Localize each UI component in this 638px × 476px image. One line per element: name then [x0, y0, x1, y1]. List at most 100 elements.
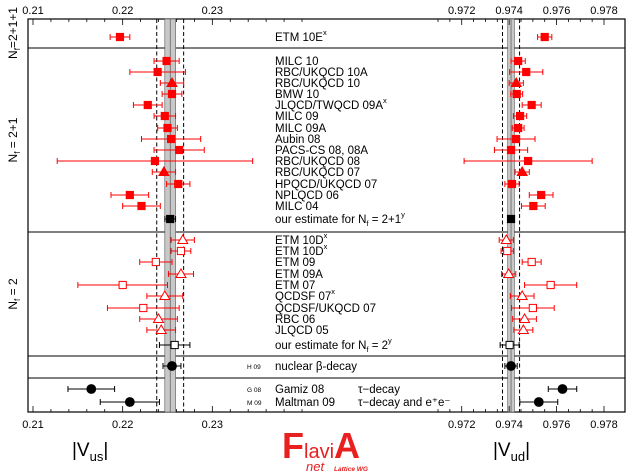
- milc-09a-7-us-point: [163, 123, 172, 133]
- maltman-09-28-ud-point: [533, 397, 544, 407]
- group-label-1: Nf = 2+1: [6, 117, 22, 162]
- row-label-name: RBC 06: [275, 314, 315, 326]
- our-estimate-for-n-15-us-point: [166, 214, 175, 224]
- hpqcd-ukqcd-07-12-us-point: [174, 179, 183, 189]
- axis-label-sub: us: [90, 449, 104, 464]
- row-label: Aubin 08: [275, 134, 320, 146]
- etm-09-18-ud-point: [527, 257, 536, 267]
- row-label-name: JLQCD/TWQCD 09A: [275, 100, 383, 112]
- jlqcd-05-24-us-point: [155, 324, 168, 334]
- etm-10d-16-ud-point: [500, 234, 513, 244]
- row-label-name: QCDSF/UKQCD 07: [275, 303, 376, 315]
- row-label-sup: x: [324, 231, 328, 240]
- etm-09-18-us-point: [151, 257, 160, 267]
- group-label-sub: f: [13, 47, 22, 50]
- hpqcd-ukqcd-07-12-ud-point: [507, 179, 517, 189]
- row-label: ETM 10Dx: [275, 242, 328, 258]
- etm-09a-19-ud-point: [502, 268, 515, 278]
- group-label-main: N: [6, 301, 20, 310]
- row-label-name: our estimate for N: [275, 214, 366, 226]
- rbc-ukqcd-08-10-us-point: [150, 156, 160, 166]
- etm-09a-19-us-point: [175, 268, 187, 278]
- maltman-09-28-us-point: [124, 397, 135, 407]
- row-label-suffix: = 2+1: [369, 214, 402, 226]
- row-label: ETM 09: [275, 257, 315, 269]
- row-label-suffix: = 2: [369, 340, 389, 352]
- milc-09a-7-ud-point: [514, 123, 523, 133]
- aubin-08-8-ud-point: [511, 134, 521, 144]
- row-label: RBC/UKQCD 10: [275, 78, 360, 90]
- etm-10d-16-us-point: [176, 234, 189, 244]
- row-label-name: ETM 07: [275, 280, 315, 292]
- tick-label: 0.21: [22, 419, 43, 431]
- row-label-name: MILC 04: [275, 201, 319, 213]
- row-label-name: RBC/UKQCD 08: [275, 156, 360, 168]
- nplqcd-06-13-us-point: [125, 190, 134, 200]
- row-label-sub: f: [366, 219, 369, 228]
- row-label: MILC 09: [275, 111, 318, 123]
- jlqcd-twqcd-09a-5-ud-point: [527, 100, 536, 110]
- row-label-name: Aubin 08: [275, 134, 320, 146]
- bmw-10-4-ud-point: [512, 89, 521, 99]
- axis-label-sub: ud: [511, 449, 525, 464]
- our-estimate-for-n-25-us-point: [170, 340, 179, 350]
- tick-label: 0.974: [495, 419, 523, 431]
- row-label-sub: f: [366, 345, 369, 354]
- row-label: PACS-CS 08, 08A: [275, 145, 368, 157]
- plot-frame: [27, 18, 626, 413]
- tick-label: 0.976: [543, 5, 571, 17]
- rbc-ukqcd-10-3-us-point: [166, 77, 178, 87]
- row-label: JLQCD/TWQCD 09Ax: [275, 96, 387, 112]
- jlqcd-05-24-ud-point: [517, 324, 530, 334]
- group-label-sub: f: [13, 298, 22, 301]
- tick-label: 0.978: [590, 5, 618, 17]
- group-label-suffix: =2+1+1: [6, 7, 20, 48]
- group-label-sub: f: [13, 151, 22, 154]
- row-label: ETM 09A: [275, 269, 323, 281]
- row-note: τ−decay and e⁺e⁻: [358, 397, 450, 409]
- gamiz-08-27-ud-point: [557, 384, 568, 394]
- row-label-name: MILC 09A: [275, 123, 326, 135]
- axis-label-main: |V: [72, 440, 90, 461]
- row-label-name: ETM 10E: [275, 32, 323, 44]
- row-label-name: nuclear β-decay: [275, 361, 357, 373]
- tick-label: 0.23: [202, 5, 223, 17]
- row-label: RBC/UKQCD 07: [275, 167, 360, 179]
- row-label: MILC 04: [275, 201, 319, 213]
- bmw-10-4-us-point: [167, 89, 177, 99]
- milc-04-14-us-point: [137, 201, 146, 211]
- row-label-sup: y: [401, 210, 405, 219]
- row-label-name: RBC/UKQCD 10A: [275, 67, 368, 79]
- row-label-name: HPQCD/UKQCD 07: [275, 179, 377, 191]
- row-label-name: RBC/UKQCD 10: [275, 78, 360, 90]
- row-label-name: ETM 10D: [275, 246, 324, 258]
- logo-main-mid: lavi: [304, 441, 334, 463]
- axis-label-main: |V: [493, 440, 511, 461]
- row-label: nuclear β-decay: [275, 361, 357, 373]
- pacs-cs-08-08a-9-ud-point: [506, 145, 516, 155]
- tick-label: 0.972: [448, 5, 476, 17]
- row-label-name: RBC/UKQCD 07: [275, 167, 360, 179]
- tick-label: 0.21: [22, 5, 43, 17]
- group-label-suffix: = 2: [6, 278, 20, 299]
- etm-07-20-ud-point: [546, 280, 555, 290]
- etm-10e-0-ud-point: [540, 32, 549, 42]
- rbc-06-23-us-point: [152, 313, 165, 323]
- axis-label-bar: |: [525, 440, 530, 461]
- row-label-name: JLQCD 05: [275, 325, 329, 337]
- tick-label: 0.23: [202, 419, 223, 431]
- our-estimate-for-n-15-ud-point: [506, 214, 516, 224]
- row-label-name: MILC 09: [275, 111, 318, 123]
- row-label-name: NPLQCD 06: [275, 190, 339, 202]
- rbc-ukqcd-08-10-ud-point: [524, 156, 533, 166]
- our-estimate-for-n-25-ud-point: [505, 340, 514, 350]
- group-label-2: Nf = 2: [6, 278, 22, 310]
- data-points: [56, 32, 593, 407]
- axis-label-bar: |: [103, 440, 108, 461]
- etm-10d-17-us-point: [176, 246, 186, 256]
- row-label: MILC 10: [275, 56, 318, 68]
- row-label-sup: x: [323, 28, 327, 37]
- tick-label: 0.22: [112, 419, 133, 431]
